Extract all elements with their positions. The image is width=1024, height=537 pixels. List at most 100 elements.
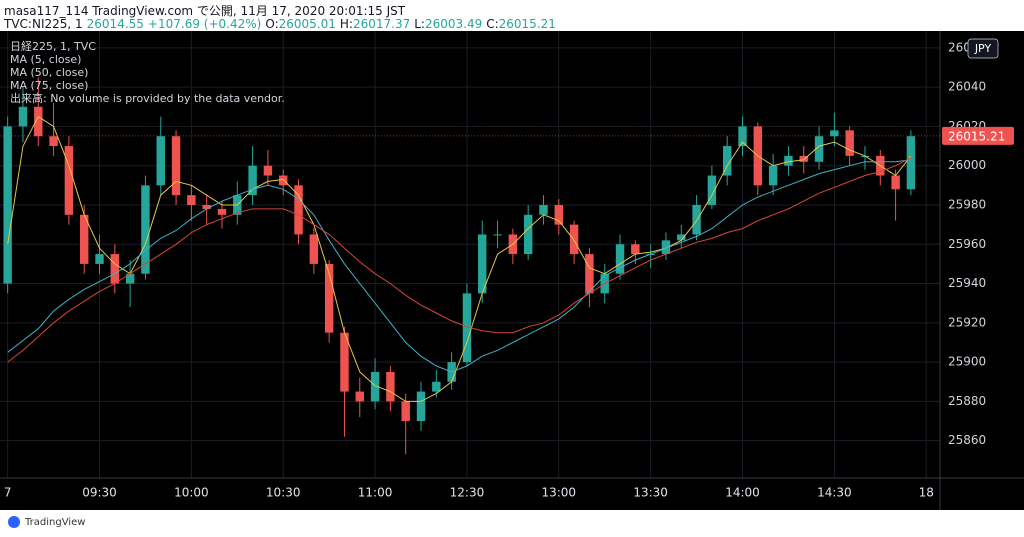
candle-body xyxy=(355,391,364,402)
candle-body xyxy=(309,234,319,264)
candle-body xyxy=(462,293,472,363)
candle-body xyxy=(830,130,839,137)
candle-body xyxy=(401,401,410,422)
candle-body xyxy=(95,254,104,264)
moving-average-line xyxy=(7,159,911,373)
open-label: O: xyxy=(265,17,279,31)
moving-average-line xyxy=(7,157,912,363)
header-line-1: masa117_114 TradingView.com で公開, 11月 17,… xyxy=(4,2,405,19)
x-tick-label: 13:00 xyxy=(541,486,576,500)
candle-body xyxy=(585,254,594,294)
low: 26003.49 xyxy=(424,17,483,31)
high-label: H: xyxy=(339,17,353,31)
candle-body xyxy=(692,204,701,235)
x-tick-label: 10:00 xyxy=(174,486,209,500)
symbol: TVC:NI225, 1 xyxy=(4,17,83,31)
x-tick-label: 09:30 xyxy=(82,486,117,500)
low-label: L: xyxy=(414,17,425,31)
y-tick-label: 25960 xyxy=(948,237,986,251)
close-label: C: xyxy=(486,17,499,31)
candle-body xyxy=(814,136,824,162)
candle-body xyxy=(738,126,747,147)
x-tick-label: 7 xyxy=(4,486,12,500)
candle-body xyxy=(34,106,43,137)
legend-entry: MA (5, close) xyxy=(10,53,82,66)
candle-body xyxy=(294,185,303,235)
candle-body xyxy=(202,204,211,209)
candle-body xyxy=(615,244,625,274)
candle-body xyxy=(554,204,564,225)
close: 26015.21 xyxy=(498,17,556,31)
y-tick-label: 26040 xyxy=(948,80,986,94)
x-tick-label: 18 xyxy=(919,486,934,500)
logo-icon xyxy=(8,516,20,528)
candle-body xyxy=(248,165,257,196)
y-tick-label: 25880 xyxy=(948,394,986,408)
candle-body xyxy=(432,381,441,392)
candle-body xyxy=(49,136,58,147)
candle-body xyxy=(677,234,686,241)
candle-body xyxy=(386,371,395,402)
candle-body xyxy=(661,240,671,255)
candle-body xyxy=(891,175,900,190)
x-tick-label: 11:00 xyxy=(358,486,393,500)
candle-body xyxy=(722,146,732,176)
candle-body xyxy=(263,165,273,176)
candle-body xyxy=(523,214,533,255)
x-tick-label: 10:30 xyxy=(266,486,301,500)
candle-body xyxy=(64,146,74,215)
candle-body xyxy=(324,263,334,333)
symbol-label: 日経225, 1, TVC xyxy=(10,40,96,53)
candle-body xyxy=(125,273,135,284)
moving-average-line xyxy=(7,115,912,402)
x-tick-label: 12:30 xyxy=(450,486,485,500)
candle-body xyxy=(171,136,181,196)
last-price-label: 26015.21 xyxy=(948,129,1005,143)
candle-body xyxy=(784,155,793,166)
candle-body xyxy=(156,136,165,186)
candle-body xyxy=(187,195,196,205)
currency-box xyxy=(967,38,999,59)
candle-body xyxy=(79,214,89,264)
header-line-2: TVC:NI225, 1 26014.55 +107.69 (+0.42%) O… xyxy=(4,17,556,31)
candle-body xyxy=(493,234,502,236)
candle-body xyxy=(799,155,808,162)
last-price: 26014.55 xyxy=(86,17,144,31)
y-tick-label: 25900 xyxy=(948,355,986,369)
currency-label: JPY xyxy=(974,42,992,55)
high: 26017.37 xyxy=(352,17,411,31)
brand: TradingView xyxy=(24,517,85,528)
chart-background xyxy=(0,31,1024,510)
legend: 日経225, 1, TVC MA (5, close) MA (50, clos… xyxy=(10,40,285,105)
y-tick-label: 25940 xyxy=(948,276,986,290)
x-tick-label: 14:00 xyxy=(725,486,760,500)
volume-note: 出来高: No volume is provided by the data v… xyxy=(10,92,285,105)
candle-body xyxy=(141,185,150,274)
y-tick-label: 25920 xyxy=(948,315,986,329)
candle-body xyxy=(416,391,426,422)
open: 26005.01 xyxy=(278,17,336,31)
x-tick-label: 14:30 xyxy=(817,486,852,500)
candle-body xyxy=(478,234,487,294)
y-tick-label: 25980 xyxy=(948,197,986,211)
y-tick-label: 26000 xyxy=(948,158,986,172)
x-tick-label: 13:30 xyxy=(633,486,668,500)
candle-body xyxy=(845,130,854,156)
candle-body xyxy=(18,106,28,127)
legend-entry: MA (50, close) xyxy=(10,66,89,79)
last-price-tag xyxy=(942,126,1014,145)
candle-body xyxy=(631,244,640,255)
candle-body xyxy=(906,136,916,190)
y-tick-label: 25860 xyxy=(948,433,986,447)
candle-body xyxy=(110,254,120,284)
publisher: masa117_114 TradingView.com で公開, 11月 17,… xyxy=(4,4,406,18)
candle-body xyxy=(707,175,717,205)
candle-body xyxy=(340,332,349,392)
candle-body xyxy=(768,165,778,186)
tradingview-logo: TradingView xyxy=(8,516,85,528)
candle-body xyxy=(370,371,380,402)
candle-body xyxy=(539,204,548,215)
legend-entry: MA (75, close) xyxy=(10,79,89,92)
